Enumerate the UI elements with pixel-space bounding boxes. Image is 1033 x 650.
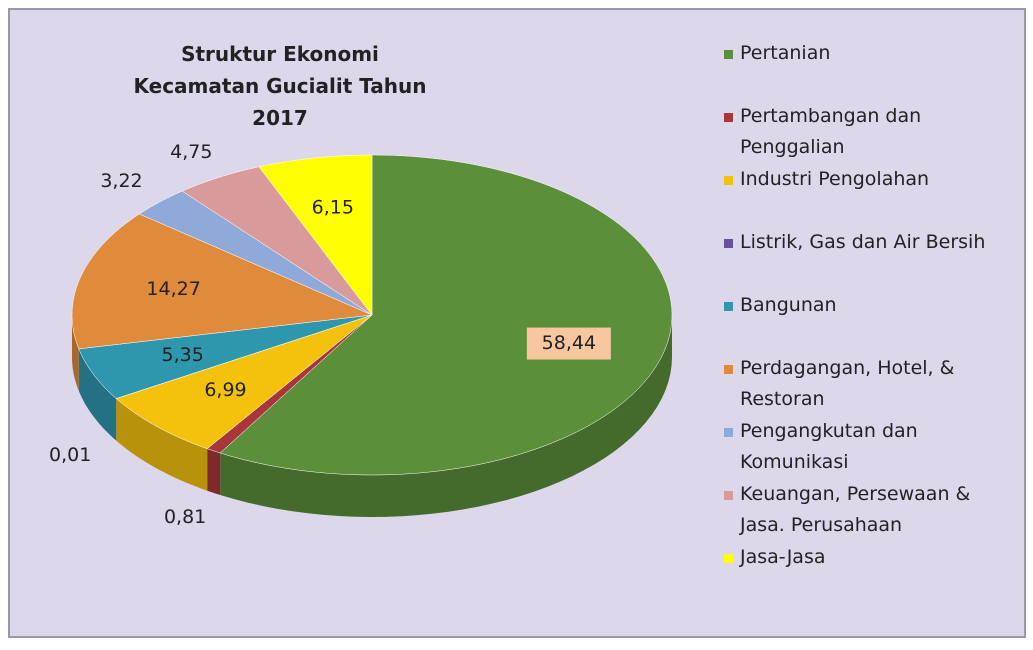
slice — [78, 314, 373, 399]
legend-item: Pertambangan dan Penggalian — [720, 101, 1020, 164]
legend-swatch — [724, 239, 733, 248]
slice — [71, 213, 373, 350]
data-label: 58,44 — [542, 332, 596, 354]
legend-item: Perdagangan, Hotel, & Restoran — [720, 353, 1020, 416]
chart-area: 58,44 0,81 6,99 0,01 5,35 14,27 3,22 4,75 6,15 S… — [8, 8, 1026, 638]
chart-title: Struktur Ekonomi Kecamatan Gucialit Tahu… — [133, 42, 427, 130]
legend-swatch — [724, 176, 733, 185]
legend: Pertanian Pertambangan dan Penggalian Indu… — [720, 38, 1020, 605]
slice-side — [116, 398, 208, 491]
legend-label: Pertanian — [740, 42, 831, 64]
legend-item: Pengangkutan dan Komunikasi — [720, 416, 1020, 479]
slice-side — [72, 315, 79, 391]
legend-label: Listrik, Gas dan Air Bersih — [740, 231, 986, 253]
legend-label: Perdagangan, Hotel, & Restoran — [740, 357, 955, 410]
legend-label: Keuangan, Persewaan & Jasa. Perusahaan — [740, 483, 971, 536]
legend-swatch — [724, 113, 733, 122]
slice-side — [207, 448, 221, 495]
legend-label: Pertambangan dan Penggalian — [740, 105, 922, 158]
legend-swatch — [724, 428, 733, 437]
slice — [115, 314, 373, 449]
data-label: 0,01 — [49, 444, 91, 466]
slice — [181, 166, 373, 316]
data-label: 6,15 — [312, 197, 354, 219]
data-label: 6,99 — [204, 379, 246, 401]
legend-label: Bangunan — [740, 294, 837, 316]
legend-swatch — [724, 50, 733, 59]
data-label: 14,27 — [146, 278, 200, 300]
data-label: 5,35 — [161, 344, 203, 366]
legend-item: Pertanian — [720, 38, 1020, 101]
legend-label: Pengangkutan dan Komunikasi — [740, 420, 918, 473]
legend-item: Jasa-Jasa — [720, 542, 1020, 605]
legend-item: Listrik, Gas dan Air Bersih — [720, 227, 1020, 290]
data-label: 0,81 — [164, 506, 206, 528]
legend-swatch — [724, 365, 733, 374]
legend-label: Industri Pengolahan — [740, 168, 930, 190]
legend-label: Jasa-Jasa — [740, 546, 826, 568]
slice — [219, 154, 673, 476]
legend-swatch — [724, 491, 733, 500]
legend-item: Bangunan — [720, 290, 1020, 353]
legend-swatch — [724, 554, 733, 563]
label-box — [526, 327, 611, 360]
slice-side — [78, 348, 117, 441]
data-label: 4,75 — [170, 141, 212, 163]
legend-swatch — [724, 302, 733, 311]
legend-item: Keuangan, Persewaan & Jasa. Perusahaan — [720, 479, 1020, 542]
legend-item: Industri Pengolahan — [720, 164, 1020, 227]
slice — [138, 190, 373, 316]
slice-side — [220, 315, 672, 517]
slice — [258, 154, 373, 316]
pie-chart: 58,44 0,81 6,99 0,01 5,35 14,27 3,22 4,75 6,15 — [49, 141, 673, 528]
data-label: 3,22 — [100, 170, 142, 192]
